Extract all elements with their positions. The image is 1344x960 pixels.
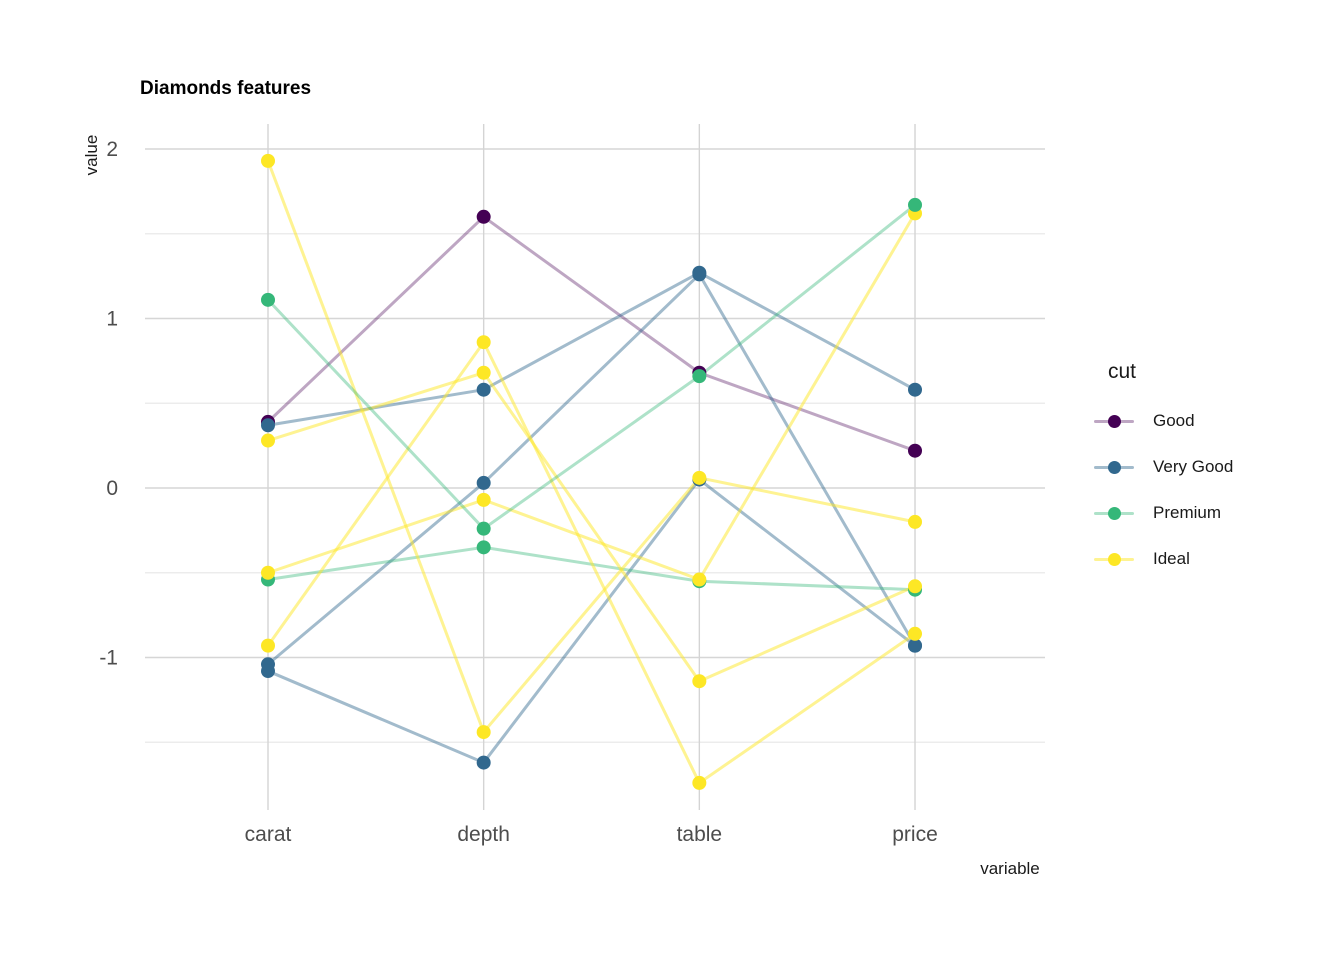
data-point-good xyxy=(476,209,491,224)
data-point-very-good xyxy=(908,638,923,653)
legend-label: Premium xyxy=(1153,503,1222,522)
legend-label: Very Good xyxy=(1153,457,1234,476)
series-line-ideal xyxy=(266,371,917,683)
legend-title: cut xyxy=(1108,360,1137,383)
data-point-very-good xyxy=(261,664,275,679)
legend-key-icon xyxy=(1094,506,1134,520)
data-point-very-good xyxy=(476,755,491,770)
data-point-very-good xyxy=(908,382,923,397)
data-point-ideal xyxy=(908,514,923,529)
series-line-very-good xyxy=(266,478,917,765)
legend-key-icon xyxy=(1094,460,1134,474)
data-point-ideal xyxy=(261,433,275,448)
legend-item-very-good: Very Good xyxy=(1094,444,1233,490)
legend-key-icon xyxy=(1094,552,1134,566)
data-point-premium xyxy=(908,197,923,212)
legend: cut Good Very Good Premium Ideal xyxy=(1094,360,1233,582)
data-point-ideal xyxy=(476,335,491,350)
data-point-ideal xyxy=(261,638,275,653)
y-axis-label: value xyxy=(82,134,101,176)
data-point-very-good xyxy=(476,475,491,490)
data-point-ideal xyxy=(692,674,707,689)
legend-item-premium: Premium xyxy=(1094,490,1233,536)
data-point-ideal xyxy=(476,365,491,380)
x-tick-label-table: table xyxy=(677,823,723,846)
legend-label: Ideal xyxy=(1153,549,1190,568)
data-point-ideal xyxy=(692,470,707,485)
data-point-very-good xyxy=(692,267,707,282)
x-tick-label-depth: depth xyxy=(457,823,510,846)
data-point-premium xyxy=(476,540,491,555)
data-point-ideal xyxy=(261,153,275,168)
legend-item-ideal: Ideal xyxy=(1094,536,1233,582)
series-line-ideal xyxy=(266,340,917,785)
x-axis-label: variable xyxy=(980,859,1040,878)
legend-key-icon xyxy=(1094,414,1134,428)
data-point-ideal xyxy=(692,572,707,587)
data-point-ideal xyxy=(908,579,923,594)
series-line-good xyxy=(266,215,917,453)
x-tick-label-price: price xyxy=(892,823,938,846)
data-point-premium xyxy=(692,369,707,384)
data-point-ideal xyxy=(692,775,707,790)
data-point-ideal xyxy=(908,626,923,641)
series-line-very-good xyxy=(266,272,917,666)
data-point-premium xyxy=(476,521,491,536)
data-point-very-good xyxy=(261,418,275,433)
data-point-very-good xyxy=(476,382,491,397)
y-tick-label: 1 xyxy=(106,308,118,331)
y-tick-label: 0 xyxy=(106,477,118,500)
y-tick-label: -1 xyxy=(99,647,118,670)
data-point-premium xyxy=(261,292,275,307)
series-line-premium xyxy=(266,203,917,531)
data-point-ideal xyxy=(476,492,491,507)
series-line-ideal xyxy=(266,159,917,734)
data-point-ideal xyxy=(261,565,275,580)
legend-items: Good Very Good Premium Ideal xyxy=(1094,398,1233,582)
data-point-good xyxy=(908,443,923,458)
x-tick-label-carat: carat xyxy=(245,823,292,846)
y-tick-label: 2 xyxy=(106,138,118,161)
chart-title: Diamonds features xyxy=(140,78,312,99)
legend-label: Good xyxy=(1153,411,1195,430)
legend-item-good: Good xyxy=(1094,398,1233,444)
series-line-ideal xyxy=(266,211,917,582)
data-point-ideal xyxy=(476,725,491,740)
